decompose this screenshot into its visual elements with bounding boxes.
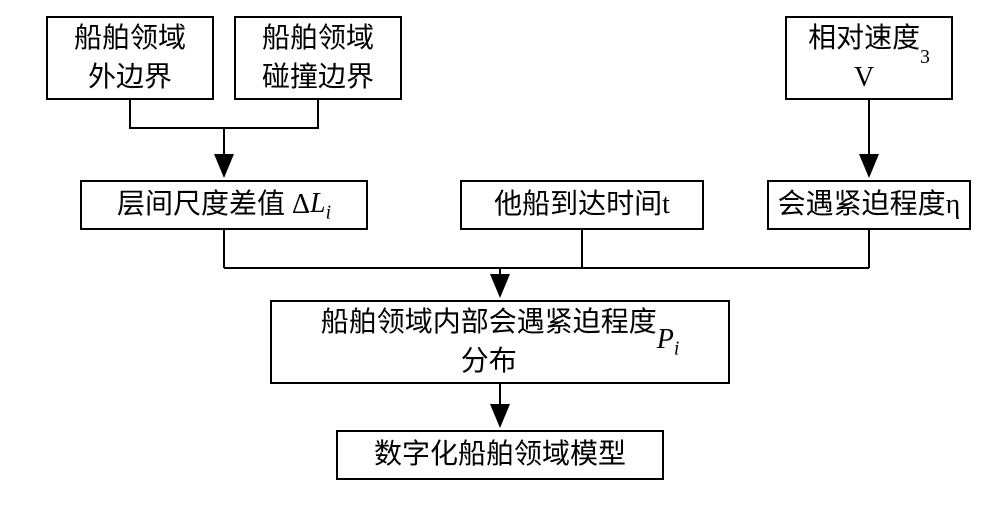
node-distribution: 船舶领域内部会遇紧迫程度分布Pi (270, 300, 730, 384)
node-urgency-degree: 会遇紧迫程度η (767, 180, 971, 230)
node-arrival-time: 他船到达时间t (460, 180, 704, 230)
node-collision-boundary: 船舶领域碰撞边界 (234, 16, 402, 100)
node-relative-velocity: 相对速度V3 (785, 16, 953, 100)
node-layer-scale-diff: 层间尺度差值 ΔLi (80, 180, 368, 230)
node-digital-model: 数字化船舶领域模型 (336, 430, 664, 480)
node-outer-boundary: 船舶领域外边界 (46, 16, 214, 100)
